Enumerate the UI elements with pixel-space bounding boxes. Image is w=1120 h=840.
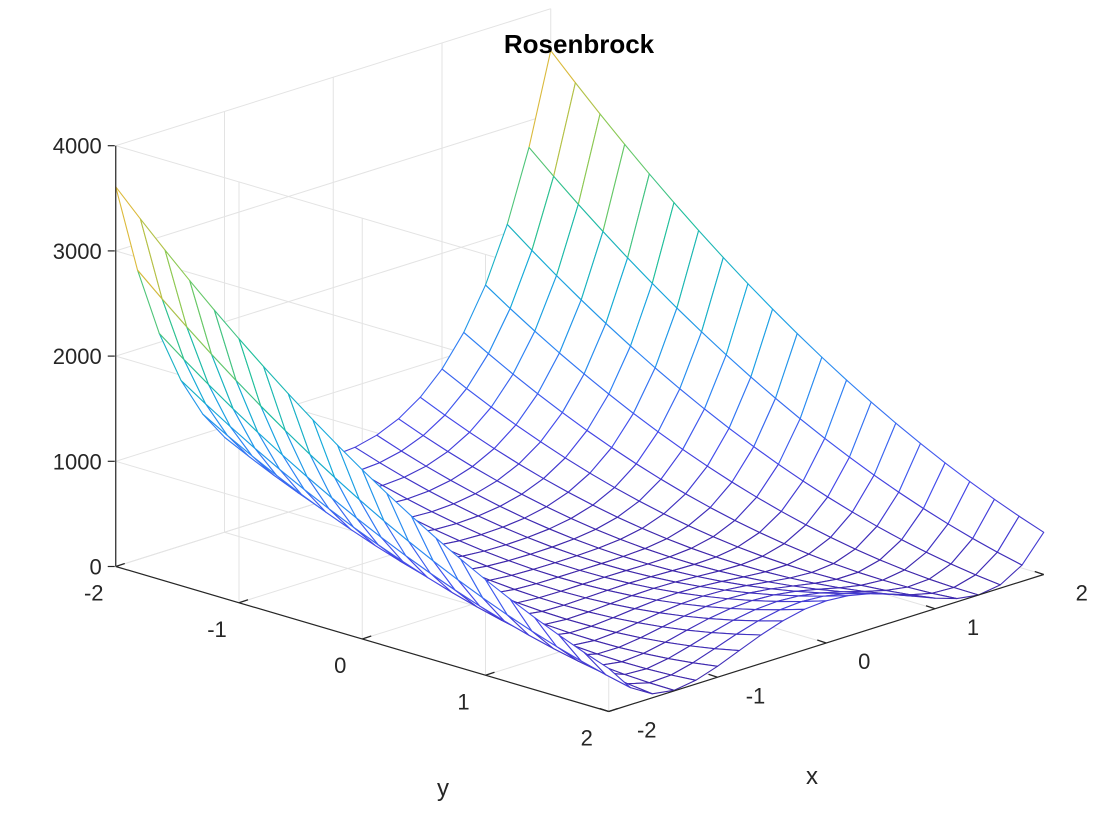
surface-mesh: [115, 50, 1045, 695]
x-tick-label: 1: [967, 615, 979, 640]
x-axis-label: x: [806, 763, 818, 790]
chart-title: Rosenbrock: [504, 29, 655, 59]
x-tick-label: -1: [746, 683, 766, 708]
x-tick-label: 0: [858, 649, 870, 674]
y-tick: [608, 707, 618, 713]
x-tick-label: 2: [1076, 581, 1088, 606]
y-tick: [115, 562, 125, 568]
z-tick-label: 4000: [53, 134, 102, 159]
x-tick: [1034, 570, 1044, 576]
z-tick-label: 2000: [53, 344, 102, 369]
y-tick-label: 2: [581, 726, 593, 751]
y-tick-label: 0: [334, 653, 346, 678]
y-tick-label: -2: [84, 581, 104, 606]
y-tick-label: 1: [457, 689, 469, 714]
y-tick-label: -1: [207, 617, 227, 642]
x-tick: [708, 673, 718, 678]
z-tick-label: 1000: [53, 449, 102, 474]
tick-labels: -2 -1 0 1 2 -2 -1 0 1 2 0 1000 2000 3000 4000: [53, 134, 1088, 751]
y-tick: [362, 635, 372, 640]
x-tick: [599, 707, 609, 713]
mesh-cell: [583, 651, 632, 689]
x-tick: [925, 605, 936, 610]
x-tick-label: -2: [637, 718, 657, 743]
z-tick-label: 0: [90, 555, 102, 580]
y-axis-label: y: [437, 775, 449, 802]
z-tick-label: 3000: [53, 239, 102, 264]
axes: [107, 145, 1044, 713]
y-tick: [485, 671, 495, 676]
x-tick: [817, 639, 827, 644]
y-tick: [238, 599, 249, 604]
